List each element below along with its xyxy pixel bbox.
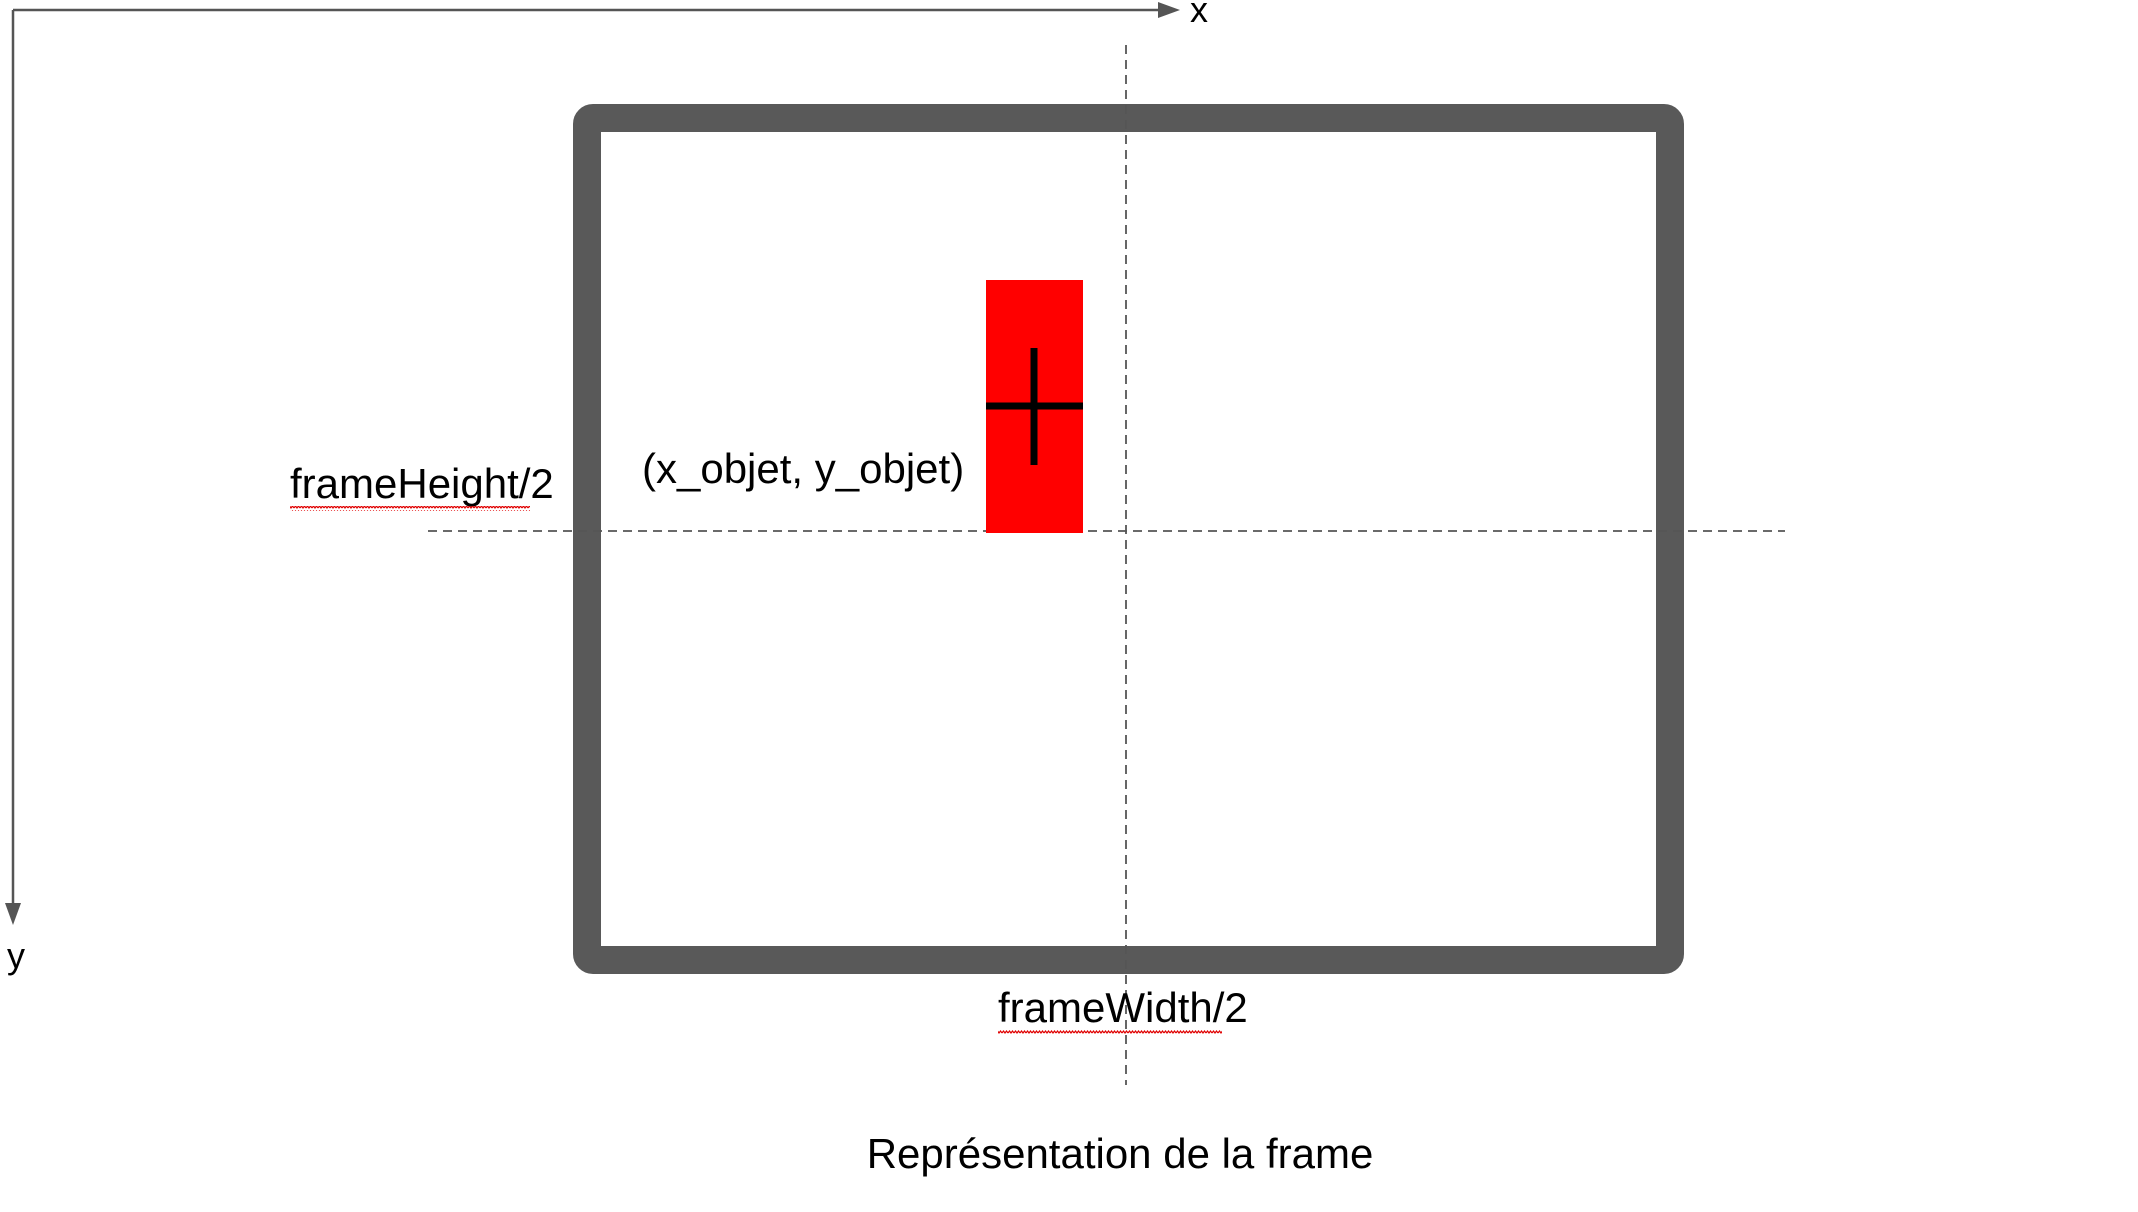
object-coordinates-label: (x_objet, y_objet): [642, 445, 964, 492]
x-axis-label: x: [1190, 0, 1208, 30]
frame-width-spellcheck-underline: [998, 1030, 1222, 1035]
frame-width-half-label: frameWidth/2: [998, 984, 1248, 1031]
frame-height-half-label: frameHeight/2: [290, 460, 554, 507]
y-axis-label: y: [7, 935, 25, 976]
frame-height-spellcheck-underline: [290, 506, 530, 511]
y-axis-arrowhead: [5, 903, 21, 925]
x-axis-arrowhead: [1158, 2, 1180, 18]
coordinate-axes: x y: [5, 0, 1208, 976]
diagram-caption: Représentation de la frame: [867, 1130, 1374, 1177]
tracked-object: [986, 280, 1083, 533]
frame-border: [573, 104, 1684, 974]
